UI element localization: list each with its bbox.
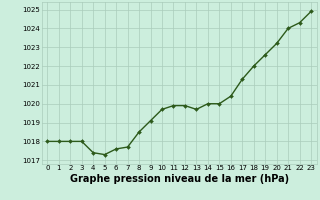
X-axis label: Graphe pression niveau de la mer (hPa): Graphe pression niveau de la mer (hPa) bbox=[70, 174, 289, 184]
